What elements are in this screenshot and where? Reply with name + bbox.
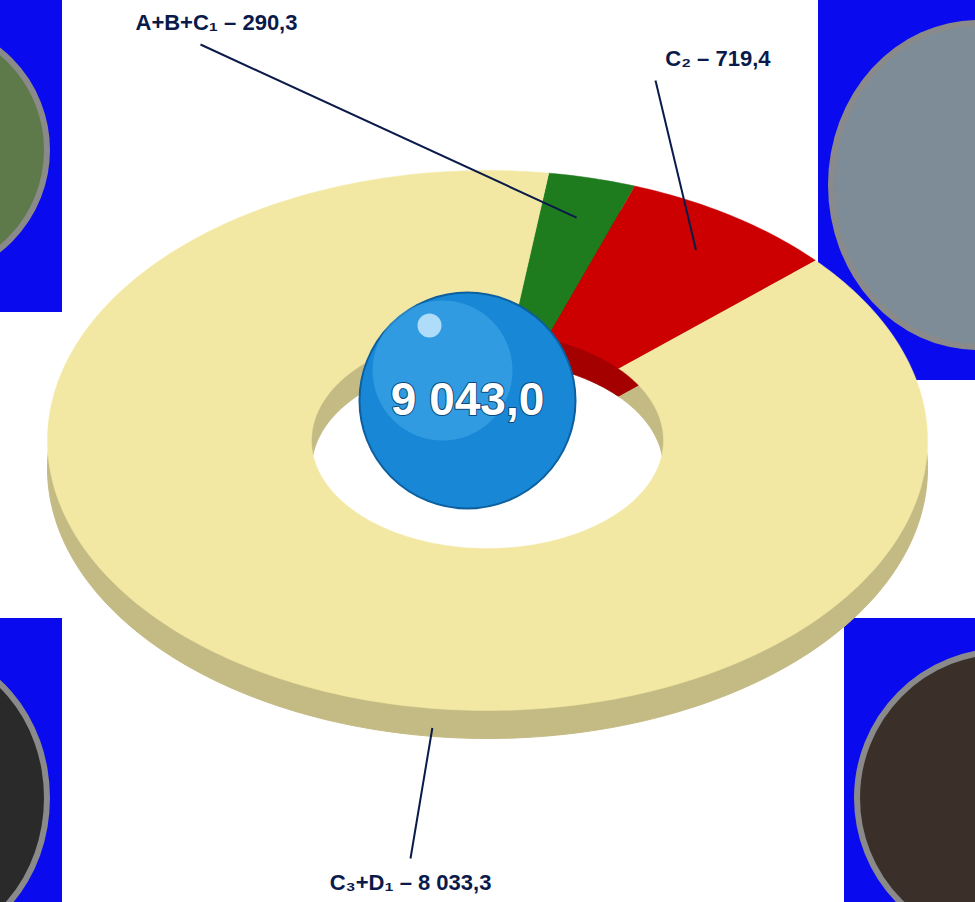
svg-text:9 043,0: 9 043,0 <box>391 373 544 425</box>
svg-text:C₃+D₁ – 8 033,3: C₃+D₁ – 8 033,3 <box>330 870 492 895</box>
svg-text:A+B+C₁ – 290,3: A+B+C₁ – 290,3 <box>136 10 298 35</box>
svg-text:C₂ – 719,4: C₂ – 719,4 <box>665 46 771 71</box>
